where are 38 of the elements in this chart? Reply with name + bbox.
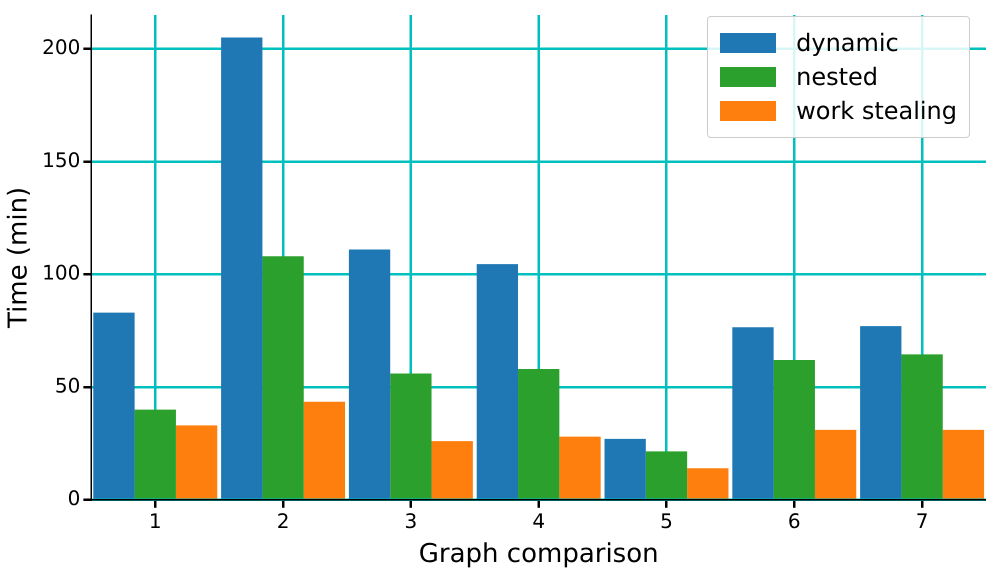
x-axis-title: Graph comparison [418,539,659,570]
bar [304,402,346,499]
bar [348,250,390,499]
bar [860,326,902,499]
bar [901,354,943,499]
bar [646,451,688,499]
bar [518,369,560,499]
bar [687,468,728,499]
bar [134,410,176,499]
bar [814,430,856,499]
legend-label: nested [796,63,878,91]
x-tick-label: 3 [404,509,418,534]
x-tick-label: 1 [148,509,162,534]
bar [221,38,262,499]
legend-label: work stealing [796,97,957,125]
legend-label: dynamic [796,29,899,57]
y-tick-label: 150 [42,148,80,172]
bar [604,438,646,499]
x-tick-label: 5 [660,509,673,534]
y-tick-label: 0 [68,486,80,510]
bar [432,441,473,499]
bar [559,436,601,499]
y-tick-label: 100 [42,260,80,285]
bar [176,425,218,499]
bar [476,264,518,499]
x-tick-label: 2 [276,509,290,534]
y-tick-label: 50 [54,373,80,398]
bar [93,312,135,499]
bar [390,374,432,499]
bar [942,430,984,499]
bar [262,256,304,499]
y-axis-title: Time (min) [3,186,34,330]
x-tick-label: 6 [788,509,801,534]
x-tick-label: 4 [532,509,546,534]
y-tick-label: 200 [42,35,80,60]
bar [732,327,774,499]
bar [774,360,815,499]
x-tick-label: 7 [916,509,928,534]
